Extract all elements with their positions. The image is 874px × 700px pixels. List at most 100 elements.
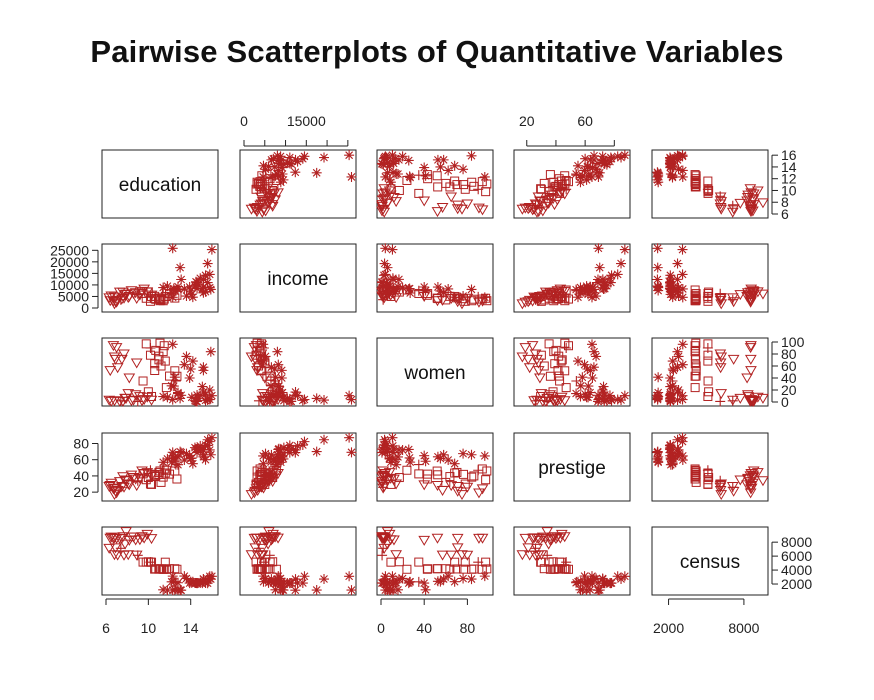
point-wc [482, 564, 492, 574]
point-prof [384, 161, 395, 172]
point-prof [185, 453, 196, 464]
point-bc [476, 533, 489, 544]
point-bc [461, 199, 474, 210]
point-prof [677, 339, 688, 350]
point-wc [481, 475, 491, 485]
y-tick-label-prestige: 80 [73, 435, 89, 451]
point-prof [588, 154, 599, 165]
point-bc [519, 533, 532, 544]
point-prof [575, 288, 586, 298]
point-prof [572, 160, 583, 171]
point-prof [384, 585, 395, 596]
point-prof [673, 385, 684, 395]
y-tick-label-education: 10 [781, 182, 797, 198]
point-prof [206, 432, 217, 443]
point-prof [677, 171, 688, 182]
point-prof [158, 391, 169, 402]
point-prof [667, 356, 678, 367]
point-prof [173, 451, 183, 462]
point-bc [456, 490, 468, 501]
point-prof [269, 364, 280, 374]
point-prof [378, 159, 389, 170]
point-prof [260, 573, 271, 584]
point-na [132, 288, 143, 299]
point-prof [673, 164, 684, 175]
point-prof [167, 571, 178, 582]
point-bc [715, 299, 728, 310]
point-wc [394, 557, 404, 567]
point-prof [278, 174, 289, 185]
panel-income-vs-income: income [239, 243, 357, 313]
point-bc [256, 479, 269, 490]
point-prof [583, 381, 594, 392]
point-wc [170, 466, 180, 476]
point-prof [588, 574, 599, 585]
point-prof [166, 288, 177, 298]
point-wc [703, 376, 713, 386]
point-bc [105, 532, 118, 543]
point-prof [604, 273, 615, 284]
point-prof [579, 359, 590, 370]
point-prof [604, 156, 615, 167]
point-bc [145, 395, 158, 406]
point-na [258, 184, 269, 195]
point-bc [744, 471, 757, 482]
point-prof [597, 385, 608, 395]
point-wc [450, 176, 460, 186]
point-prof [319, 395, 330, 406]
point-prof [206, 244, 217, 255]
point-prof [382, 167, 393, 178]
point-wc [441, 178, 451, 188]
point-bc [418, 480, 431, 491]
point-prof [258, 160, 269, 171]
point-prof [677, 450, 688, 461]
point-prof [586, 339, 597, 350]
point-bc [268, 189, 280, 200]
point-na [170, 376, 181, 386]
point-prof [393, 274, 404, 285]
point-prof [579, 571, 590, 582]
point-prof [582, 161, 593, 172]
point-na [413, 576, 424, 587]
point-wc [170, 564, 180, 574]
point-prof [586, 571, 597, 582]
point-wc [703, 391, 713, 401]
point-bc [757, 476, 769, 487]
y-tick-label-census: 4000 [781, 562, 812, 578]
point-prof [580, 577, 591, 588]
point-wc [151, 345, 161, 355]
point-prof [292, 440, 303, 451]
point-prof [599, 389, 610, 400]
point-prof [575, 380, 586, 391]
point-wc [156, 477, 166, 487]
point-prof [449, 458, 460, 469]
point-prof [677, 269, 688, 280]
point-prof [200, 286, 211, 297]
point-prof [346, 394, 357, 405]
point-prof [597, 573, 608, 584]
point-prof [181, 291, 192, 302]
point-prof [432, 282, 443, 293]
point-wc [691, 355, 701, 365]
point-prof [587, 578, 598, 589]
point-bc [111, 363, 124, 374]
point-prof [438, 574, 449, 585]
point-bc [245, 204, 258, 215]
point-prof [269, 161, 280, 172]
point-prof [673, 444, 684, 455]
point-prof [599, 578, 610, 589]
point-wc [452, 564, 462, 574]
point-bc [747, 189, 760, 200]
point-prof [577, 372, 588, 383]
point-prof [387, 150, 398, 161]
point-prof [204, 573, 215, 584]
point-prof [466, 574, 477, 585]
point-prof [175, 585, 186, 596]
y-tick-label-income: 20000 [50, 254, 89, 270]
point-prof [466, 449, 477, 460]
point-bc [741, 373, 753, 384]
panel-census-vs-prestige [513, 526, 631, 596]
point-wc [554, 371, 564, 381]
point-wc [690, 175, 700, 185]
